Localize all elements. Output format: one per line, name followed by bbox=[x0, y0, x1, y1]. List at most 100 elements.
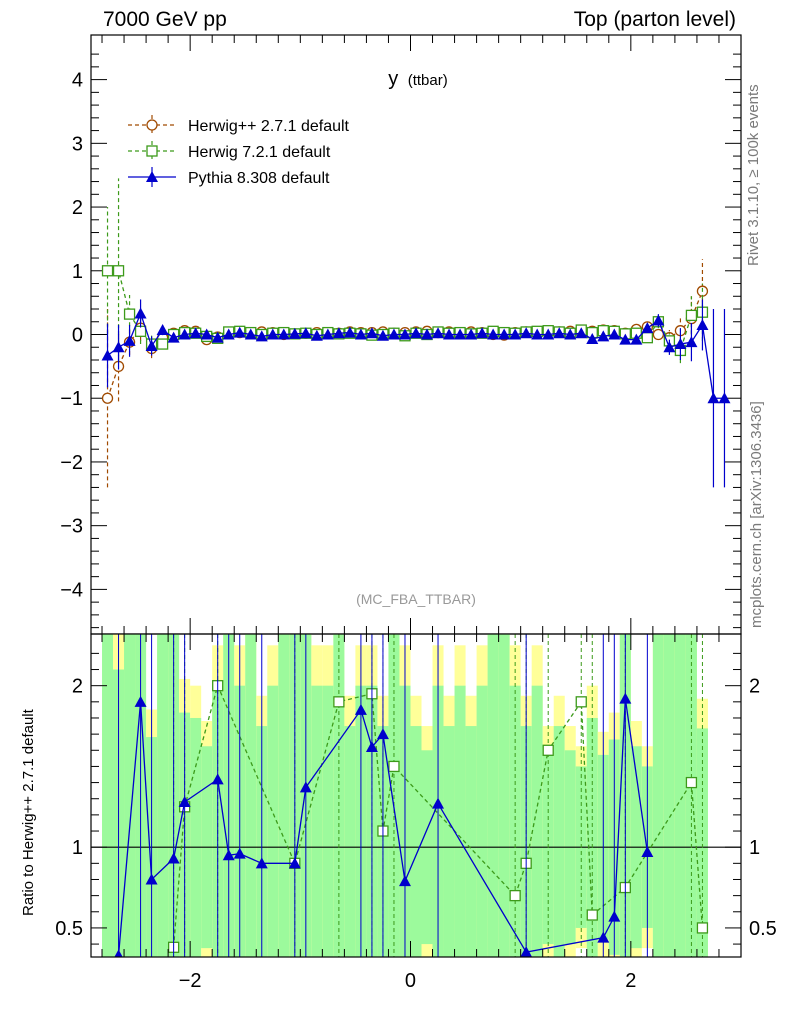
x-tick-label: −2 bbox=[179, 970, 202, 992]
data-point bbox=[123, 334, 136, 346]
data-point bbox=[641, 322, 654, 334]
main-y-tick-label: 3 bbox=[72, 133, 83, 155]
data-point bbox=[112, 265, 125, 277]
ratio-series-group bbox=[114, 634, 709, 957]
data-point bbox=[156, 338, 169, 350]
data-point bbox=[167, 331, 180, 343]
legend-label: Herwig++ 2.7.1 default bbox=[188, 118, 350, 135]
data-point bbox=[476, 327, 489, 339]
data-point bbox=[564, 328, 577, 340]
ratio-band-inner bbox=[553, 726, 565, 957]
main-y-tick-label: −2 bbox=[60, 452, 83, 474]
chart-title-sub: (ttbar) bbox=[408, 72, 448, 89]
data-point bbox=[101, 265, 114, 277]
ratio-data-point bbox=[333, 696, 345, 708]
ratio-data-point bbox=[542, 744, 554, 756]
data-point bbox=[410, 327, 422, 339]
legend-entry: Herwig 7.2.1 default bbox=[128, 141, 331, 161]
data-point bbox=[454, 328, 467, 340]
mcplots-label: mcplots.cern.ch [arXiv:1306.3436] bbox=[748, 401, 765, 628]
main-y-tick-label: −3 bbox=[60, 516, 83, 538]
ratio-data-point bbox=[211, 773, 224, 785]
ratio-band-inner bbox=[465, 726, 477, 957]
chart-title: y (ttbar) bbox=[388, 68, 447, 90]
ratio-data-point bbox=[509, 889, 521, 902]
data-point bbox=[696, 318, 709, 330]
data-point bbox=[641, 332, 654, 344]
ratio-band-inner bbox=[476, 685, 488, 957]
ratio-data-point bbox=[696, 922, 709, 934]
ratio-band-inner bbox=[344, 726, 356, 957]
data-point bbox=[663, 341, 676, 353]
legend: Herwig++ 2.7.1 default Herwig 7.2.1 defau… bbox=[128, 115, 350, 187]
ratio-series-1 bbox=[114, 634, 654, 957]
legend-label: Pythia 8.308 default bbox=[188, 170, 330, 187]
data-point bbox=[101, 392, 114, 404]
data-point bbox=[178, 328, 191, 340]
ratio-panel: 0.5 0.5 1 1 2 2 −2 0 2 bbox=[55, 633, 777, 992]
data-point bbox=[376, 329, 389, 341]
data-point bbox=[332, 327, 345, 339]
series-line bbox=[106, 290, 704, 399]
ratio-y-axis: 0.5 0.5 1 1 2 2 bbox=[55, 652, 777, 945]
data-point bbox=[277, 328, 290, 340]
x-tick-label: 2 bbox=[625, 970, 636, 992]
data-point bbox=[542, 328, 555, 340]
ratio-x-axis: −2 0 2 bbox=[101, 634, 720, 992]
data-point bbox=[575, 327, 588, 339]
data-point bbox=[586, 332, 599, 344]
ratio-data-point bbox=[365, 741, 378, 753]
ratio-data-point bbox=[222, 849, 235, 861]
ratio-band-inner bbox=[190, 717, 202, 957]
ratio-band-inner bbox=[674, 634, 686, 957]
main-y-tick-label: 2 bbox=[72, 197, 83, 219]
data-point bbox=[299, 327, 312, 339]
data-point bbox=[509, 328, 522, 340]
ratio-data-point bbox=[376, 728, 389, 740]
data-point bbox=[134, 325, 147, 337]
data-point bbox=[101, 349, 114, 361]
data-point bbox=[465, 328, 478, 340]
legend-entry: Herwig++ 2.7.1 default bbox=[128, 115, 350, 135]
data-point bbox=[365, 327, 378, 339]
series-0 bbox=[101, 259, 709, 488]
ratio-data-point bbox=[299, 781, 312, 793]
rivet-version-label: Rivet 3.1.10, ≥ 100k events bbox=[745, 84, 762, 266]
data-point bbox=[398, 328, 411, 340]
ratio-band-inner bbox=[509, 685, 521, 957]
data-point bbox=[189, 327, 202, 339]
ratio-data-point bbox=[388, 760, 400, 773]
ratio-plot-frame bbox=[90, 633, 742, 958]
data-point bbox=[443, 328, 456, 340]
ratio-band-inner bbox=[102, 634, 114, 957]
main-series-group bbox=[101, 178, 731, 488]
ratio-data-point bbox=[575, 696, 587, 708]
data-point bbox=[112, 341, 125, 353]
ratio-y-tick-label: 1 bbox=[72, 837, 83, 859]
ratio-data-point bbox=[432, 797, 445, 809]
ratio-band-inner bbox=[652, 634, 664, 957]
ratio-data-point bbox=[178, 795, 191, 807]
data-point bbox=[718, 392, 731, 404]
ratio-data-point bbox=[398, 875, 411, 887]
data-point bbox=[134, 307, 147, 319]
data-point bbox=[553, 327, 566, 339]
ratio-band-inner bbox=[454, 685, 466, 957]
main-y-tick-label: 0 bbox=[72, 325, 83, 347]
data-point bbox=[156, 324, 169, 336]
data-point bbox=[608, 328, 621, 340]
ratio-data-point bbox=[114, 949, 123, 957]
data-point bbox=[354, 328, 367, 340]
ratio-y-tick-label-right: 2 bbox=[749, 676, 760, 698]
data-point bbox=[255, 330, 268, 342]
data-point bbox=[123, 308, 136, 320]
ratio-band-inner bbox=[443, 726, 455, 957]
data-point bbox=[145, 339, 158, 351]
series-2 bbox=[101, 299, 731, 488]
main-panel: −4 −3 −2 −1 0 1 2 3 4 y (ttbar) (MC_FBA_TTBAR) H… bbox=[60, 34, 742, 635]
data-point bbox=[685, 309, 698, 322]
data-point bbox=[630, 333, 643, 345]
legend-marker bbox=[146, 119, 158, 131]
ratio-band-inner bbox=[245, 634, 257, 957]
